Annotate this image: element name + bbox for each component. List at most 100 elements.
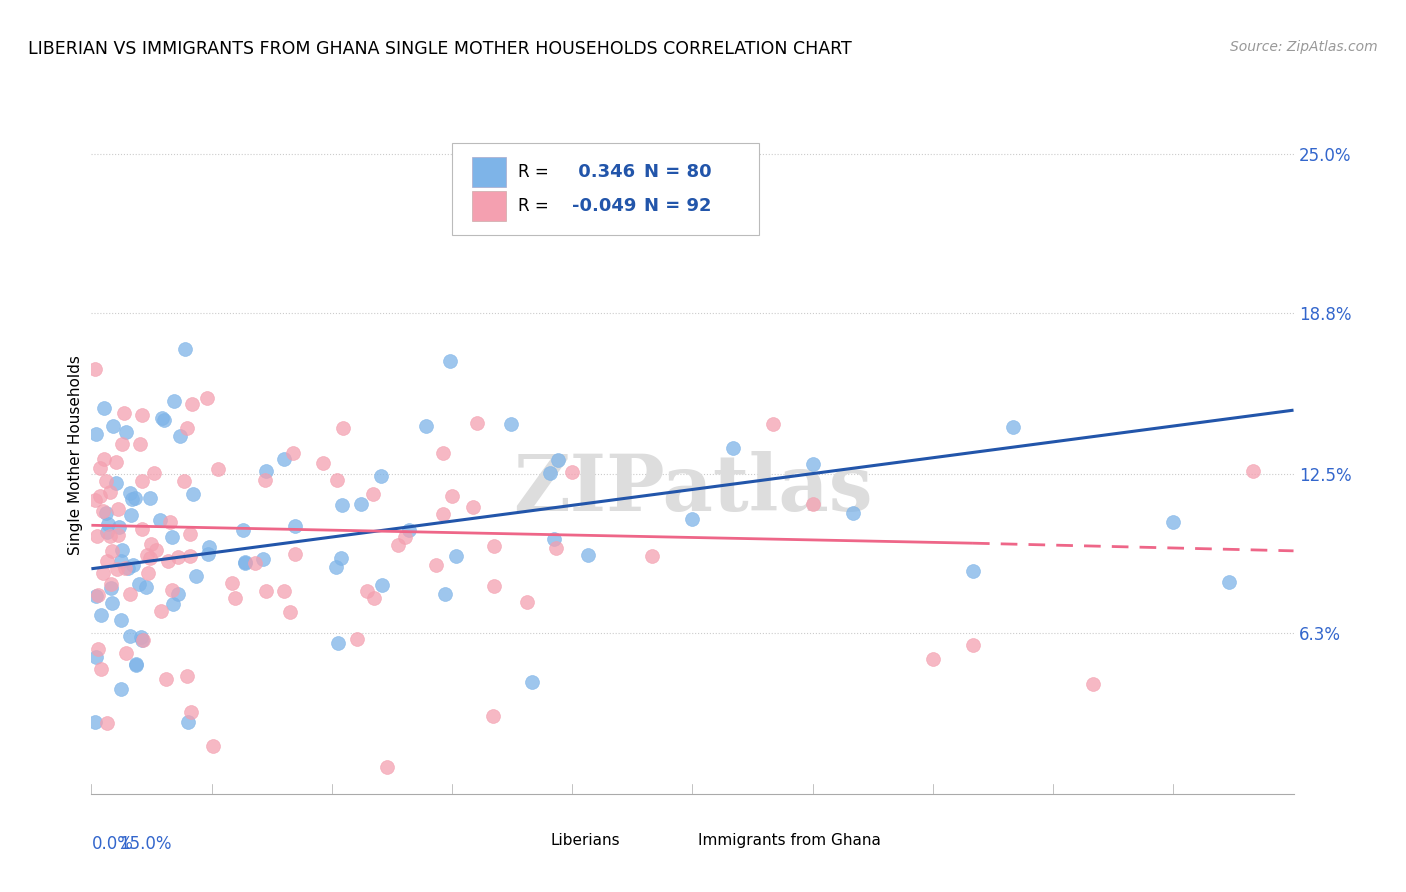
Point [434, 587, 457, 601]
Text: 15.0%: 15.0% [120, 835, 172, 853]
Bar [472, 157, 506, 187]
Point [224, 591, 246, 605]
Point [245, 556, 267, 570]
Point [162, 597, 184, 611]
Point [129, 437, 152, 451]
Point [439, 354, 461, 368]
Point [159, 515, 181, 529]
Point [120, 587, 142, 601]
Point [326, 635, 349, 649]
Point [387, 538, 409, 552]
Point [125, 657, 148, 671]
Point [156, 553, 179, 567]
Point [273, 584, 295, 599]
Point [136, 548, 159, 562]
Y-axis label: Single Mother Households: Single Mother Households [67, 355, 83, 555]
Point [112, 406, 135, 420]
Point [93, 401, 115, 416]
Point [273, 452, 295, 467]
Point [143, 466, 166, 480]
Point [1161, 515, 1184, 529]
Point [543, 533, 565, 547]
Point [104, 455, 127, 469]
Point [100, 581, 122, 595]
Text: Liberians: Liberians [551, 833, 620, 848]
Point [101, 596, 124, 610]
Point [141, 537, 163, 551]
Point [1001, 420, 1024, 434]
Point [89, 461, 111, 475]
Point [356, 584, 378, 599]
Point [1243, 463, 1265, 477]
Point [520, 675, 543, 690]
Point [465, 416, 488, 430]
Point [233, 555, 256, 569]
Point [425, 558, 447, 573]
Point [114, 425, 136, 439]
Point [176, 421, 198, 435]
Point [135, 580, 157, 594]
Text: Source: ZipAtlas.com: Source: ZipAtlas.com [1230, 40, 1378, 54]
Point [108, 519, 131, 533]
Point [516, 595, 538, 609]
Point [284, 547, 307, 561]
Point [100, 529, 122, 543]
Point [105, 562, 128, 576]
Point [370, 469, 392, 483]
Point [361, 487, 384, 501]
Point [89, 489, 111, 503]
Point [207, 461, 229, 475]
Point [93, 452, 115, 467]
Point [278, 605, 301, 619]
Point [254, 584, 277, 599]
Point [197, 540, 219, 554]
Point [801, 457, 824, 471]
Point [86, 589, 108, 603]
Point [84, 650, 107, 665]
Point [197, 547, 219, 561]
Point [235, 556, 257, 570]
Point [350, 497, 373, 511]
Point [415, 419, 437, 434]
Point [118, 629, 141, 643]
Point [801, 497, 824, 511]
Point [155, 673, 177, 687]
Point [87, 641, 110, 656]
Text: Immigrants from Ghana: Immigrants from Ghana [699, 833, 882, 848]
Point [346, 632, 368, 647]
Point [177, 714, 200, 729]
Point [160, 530, 183, 544]
Text: N = 92: N = 92 [644, 197, 711, 215]
Point [173, 474, 195, 488]
Text: -0.049: -0.049 [572, 197, 637, 215]
Point [221, 576, 243, 591]
Point [546, 541, 568, 556]
Point [96, 716, 118, 731]
Point [131, 632, 153, 647]
Text: N = 80: N = 80 [644, 163, 711, 181]
Point [202, 739, 225, 754]
Point [252, 552, 274, 566]
Point [332, 421, 354, 435]
Point [169, 429, 191, 443]
Bar [472, 191, 506, 221]
Point [96, 554, 118, 568]
Point [325, 559, 347, 574]
Point [641, 549, 664, 563]
Point [118, 486, 141, 500]
Point [101, 544, 124, 558]
Point [181, 486, 204, 500]
Point [561, 465, 583, 479]
Point [174, 343, 197, 357]
Point [121, 491, 143, 506]
Point [131, 475, 153, 489]
Point [176, 669, 198, 683]
Point [184, 568, 207, 582]
Point [538, 466, 561, 480]
Point [131, 408, 153, 422]
Bar [666, 832, 692, 858]
Point [120, 508, 142, 522]
Point [114, 560, 136, 574]
Point [181, 397, 204, 411]
Point [441, 489, 464, 503]
